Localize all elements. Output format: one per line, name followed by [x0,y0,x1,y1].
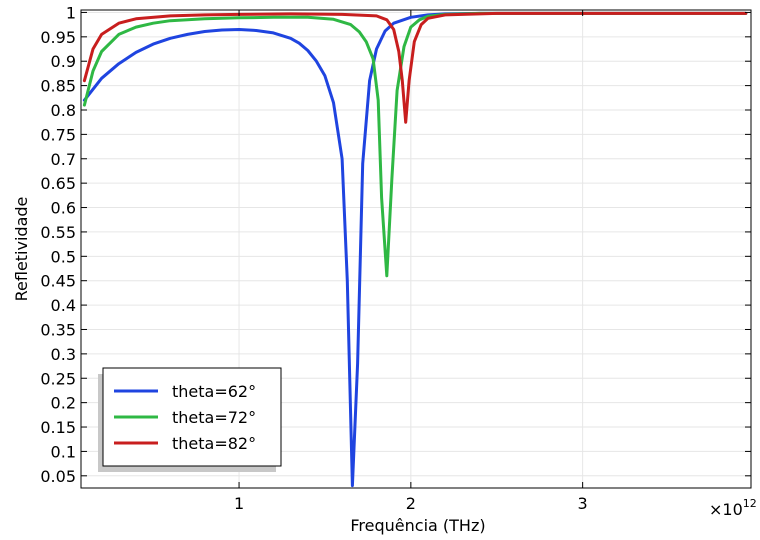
x-axis-multiplier-exponent: 12 [743,497,757,510]
y-axis-title: Refletividade [12,197,31,302]
series-line-3 [82,11,748,124]
y-tick-label: 0.65 [40,174,76,193]
y-tick-label: 0.15 [40,418,76,437]
series-lines [82,11,748,488]
y-tick-label: 0.85 [40,77,76,96]
y-tick-label: 0.6 [51,199,76,218]
legend: theta=62° theta=72° theta=82° [98,367,282,472]
legend-label-1: theta=62° [172,382,256,401]
y-tick-label: 0.8 [51,101,76,120]
y-tick-label: 0.95 [40,28,76,47]
y-tick-label: 0.7 [51,150,76,169]
legend-label-3: theta=82° [172,434,256,453]
x-tick-label: 1 [234,494,244,513]
legend-items: theta=62° theta=72° theta=82° [114,382,256,453]
y-tick-label: 0.45 [40,272,76,291]
plot-frame [80,9,752,489]
y-tick-label: 1 [66,3,76,22]
y-tick-label: 0.35 [40,320,76,339]
y-tick-label: 0.55 [40,223,76,242]
y-tick-label: 0.4 [51,296,76,315]
y-tick-label: 0.1 [51,442,76,461]
y-tick-label: 0.2 [51,394,76,413]
y-tick-label: 0.9 [51,52,76,71]
y-tick-label: 0.75 [40,125,76,144]
y-tick-label: 0.25 [40,369,76,388]
x-tick-label: 3 [578,494,588,513]
series-line-2 [82,11,748,278]
x-axis-multiplier: ×1012 [709,497,757,519]
x-axis-ticks: 1 2 3 [234,10,588,513]
y-tick-label: 0.3 [51,345,76,364]
legend-label-2: theta=72° [172,408,256,427]
y-tick-label: 0.05 [40,467,76,486]
x-axis-multiplier-base: ×10 [709,500,743,519]
y-tick-label: 0.5 [51,247,76,266]
y-axis-ticks: 0.05 0.1 0.15 0.2 0.25 0.3 0.35 0.4 0.45 0.5 0.55 0… [40,3,751,486]
x-axis-title: Frequência (THz) [350,516,485,535]
x-tick-label: 2 [406,494,416,513]
